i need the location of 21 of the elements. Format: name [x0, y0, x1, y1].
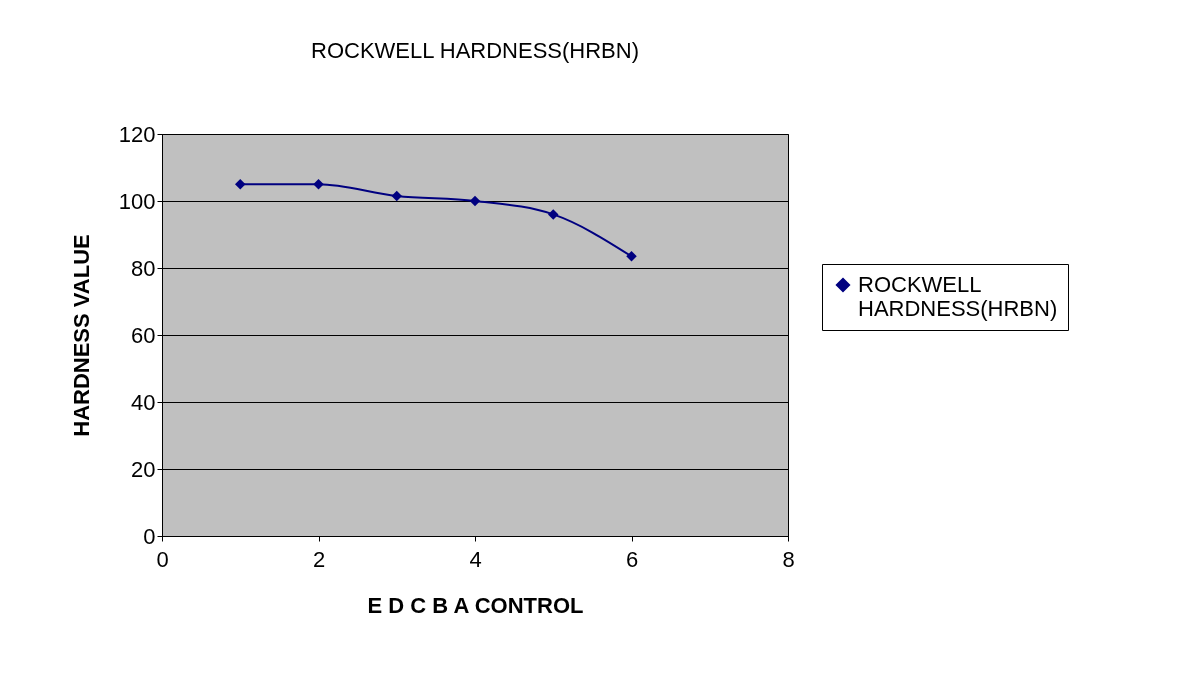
y-tick-label: 60: [131, 322, 156, 348]
point: [391, 190, 402, 202]
y-tick-label: 120: [118, 121, 156, 147]
point: [548, 209, 559, 220]
point: [626, 251, 637, 262]
chart-title: ROCKWELL HARDNESS(HRBN): [310, 38, 640, 63]
y-tick-label: 100: [118, 188, 156, 214]
x-axis-title: E D C B A CONTROL: [367, 592, 584, 618]
point: [469, 195, 481, 207]
y-tick-label: 20: [131, 456, 156, 482]
x-tick-label: 2: [312, 546, 326, 572]
y-tick-label: 0: [143, 523, 156, 549]
x-tick-label: 6: [625, 546, 639, 572]
legend-label: ROCKWELL HARDNESS(HRBN): [858, 272, 1058, 321]
x-tick-label: 8: [782, 546, 795, 572]
point: [313, 179, 324, 190]
y-tick-label: 80: [131, 255, 156, 281]
point: [235, 179, 246, 190]
y-axis-title: HARDNESS VALUE: [68, 234, 94, 437]
y-tick-label: 40: [131, 389, 156, 415]
x-tick-label: 4: [469, 546, 482, 572]
